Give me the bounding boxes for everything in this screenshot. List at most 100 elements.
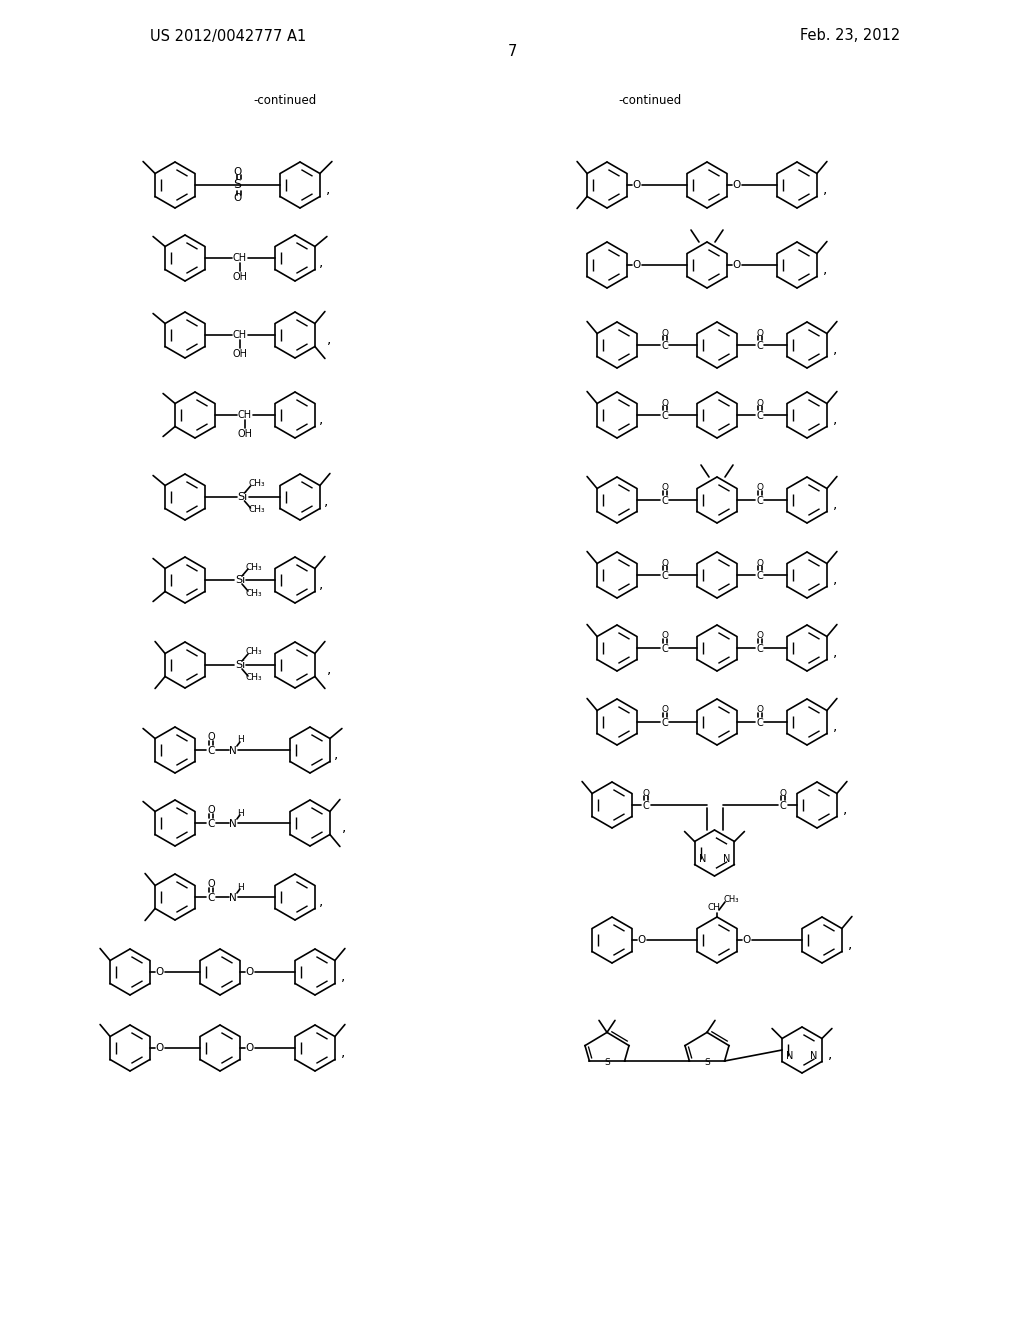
Text: CH: CH [708, 903, 721, 912]
Text: C: C [662, 644, 669, 653]
Text: N: N [229, 746, 237, 756]
Text: C: C [662, 718, 669, 729]
Text: ,: , [318, 412, 324, 426]
Text: S: S [233, 178, 242, 191]
Text: C: C [642, 801, 649, 810]
Text: C: C [757, 411, 763, 421]
Text: C: C [662, 572, 669, 581]
Text: O: O [156, 968, 164, 977]
Text: O: O [742, 935, 751, 945]
Text: C: C [757, 572, 763, 581]
Text: CH₃: CH₃ [248, 506, 265, 515]
Text: N: N [723, 854, 730, 865]
Text: N: N [229, 894, 237, 903]
Text: O: O [733, 260, 741, 271]
Text: ,: , [833, 498, 837, 511]
Text: H: H [238, 883, 245, 891]
Text: O: O [233, 168, 242, 177]
Text: O: O [779, 788, 786, 797]
Text: C: C [757, 718, 763, 729]
Text: O: O [207, 805, 215, 814]
Text: OH: OH [232, 348, 248, 359]
Text: O: O [633, 180, 641, 190]
Text: O: O [757, 558, 764, 568]
Text: S: S [604, 1057, 610, 1067]
Text: OH: OH [232, 272, 248, 282]
Text: C: C [662, 496, 669, 506]
Text: N: N [810, 1051, 818, 1061]
Text: ,: , [833, 412, 837, 426]
Text: 7: 7 [507, 45, 517, 59]
Text: C: C [662, 411, 669, 421]
Text: C: C [757, 644, 763, 653]
Text: ,: , [833, 719, 837, 733]
Text: O: O [642, 788, 649, 797]
Text: CH₃: CH₃ [246, 562, 262, 572]
Text: ,: , [833, 572, 837, 586]
Text: H: H [238, 808, 245, 817]
Text: O: O [246, 1043, 254, 1053]
Text: O: O [207, 879, 215, 888]
Text: ,: , [324, 494, 328, 508]
Text: ,: , [318, 255, 324, 269]
Text: S: S [705, 1057, 710, 1067]
Text: CH: CH [232, 330, 247, 341]
Text: ,: , [822, 261, 827, 276]
Text: N: N [698, 854, 707, 865]
Text: ,: , [342, 820, 346, 834]
Text: CH: CH [232, 253, 247, 263]
Text: O: O [638, 935, 646, 945]
Text: O: O [757, 631, 764, 640]
Text: O: O [662, 399, 669, 408]
Text: C: C [757, 496, 763, 506]
Text: -continued: -continued [253, 94, 316, 107]
Text: ,: , [341, 1045, 345, 1059]
Text: O: O [662, 631, 669, 640]
Text: OH: OH [238, 429, 253, 440]
Text: O: O [757, 483, 764, 492]
Text: ,: , [327, 333, 331, 346]
Text: C: C [757, 341, 763, 351]
Text: ,: , [833, 342, 837, 356]
Text: ,: , [318, 577, 324, 591]
Text: N: N [229, 818, 237, 829]
Text: Feb. 23, 2012: Feb. 23, 2012 [800, 29, 900, 44]
Text: O: O [207, 733, 215, 742]
Text: O: O [156, 1043, 164, 1053]
Text: CH: CH [238, 411, 252, 420]
Text: O: O [662, 483, 669, 492]
Text: CH₃: CH₃ [246, 648, 262, 656]
Text: O: O [246, 968, 254, 977]
Text: ,: , [341, 969, 345, 983]
Text: ,: , [848, 937, 852, 950]
Text: ,: , [833, 645, 837, 659]
Text: O: O [733, 180, 741, 190]
Text: CH₃: CH₃ [248, 479, 265, 488]
Text: C: C [662, 341, 669, 351]
Text: O: O [233, 193, 242, 203]
Text: -continued: -continued [618, 94, 682, 107]
Text: C: C [779, 801, 786, 810]
Text: Si: Si [234, 576, 245, 585]
Text: O: O [757, 399, 764, 408]
Text: O: O [757, 705, 764, 714]
Text: CH₃: CH₃ [246, 673, 262, 682]
Text: N: N [786, 1051, 794, 1061]
Text: ,: , [843, 803, 847, 816]
Text: ,: , [334, 747, 338, 762]
Text: C: C [207, 894, 215, 903]
Text: CH₃: CH₃ [723, 895, 738, 903]
Text: O: O [757, 329, 764, 338]
Text: ,: , [827, 1047, 833, 1061]
Text: US 2012/0042777 A1: US 2012/0042777 A1 [150, 29, 306, 44]
Text: ,: , [318, 894, 324, 908]
Text: O: O [662, 705, 669, 714]
Text: O: O [633, 260, 641, 271]
Text: Si: Si [238, 492, 248, 502]
Text: O: O [662, 329, 669, 338]
Text: ,: , [822, 182, 827, 195]
Text: H: H [238, 735, 245, 744]
Text: O: O [662, 558, 669, 568]
Text: ,: , [327, 663, 331, 676]
Text: Si: Si [234, 660, 245, 671]
